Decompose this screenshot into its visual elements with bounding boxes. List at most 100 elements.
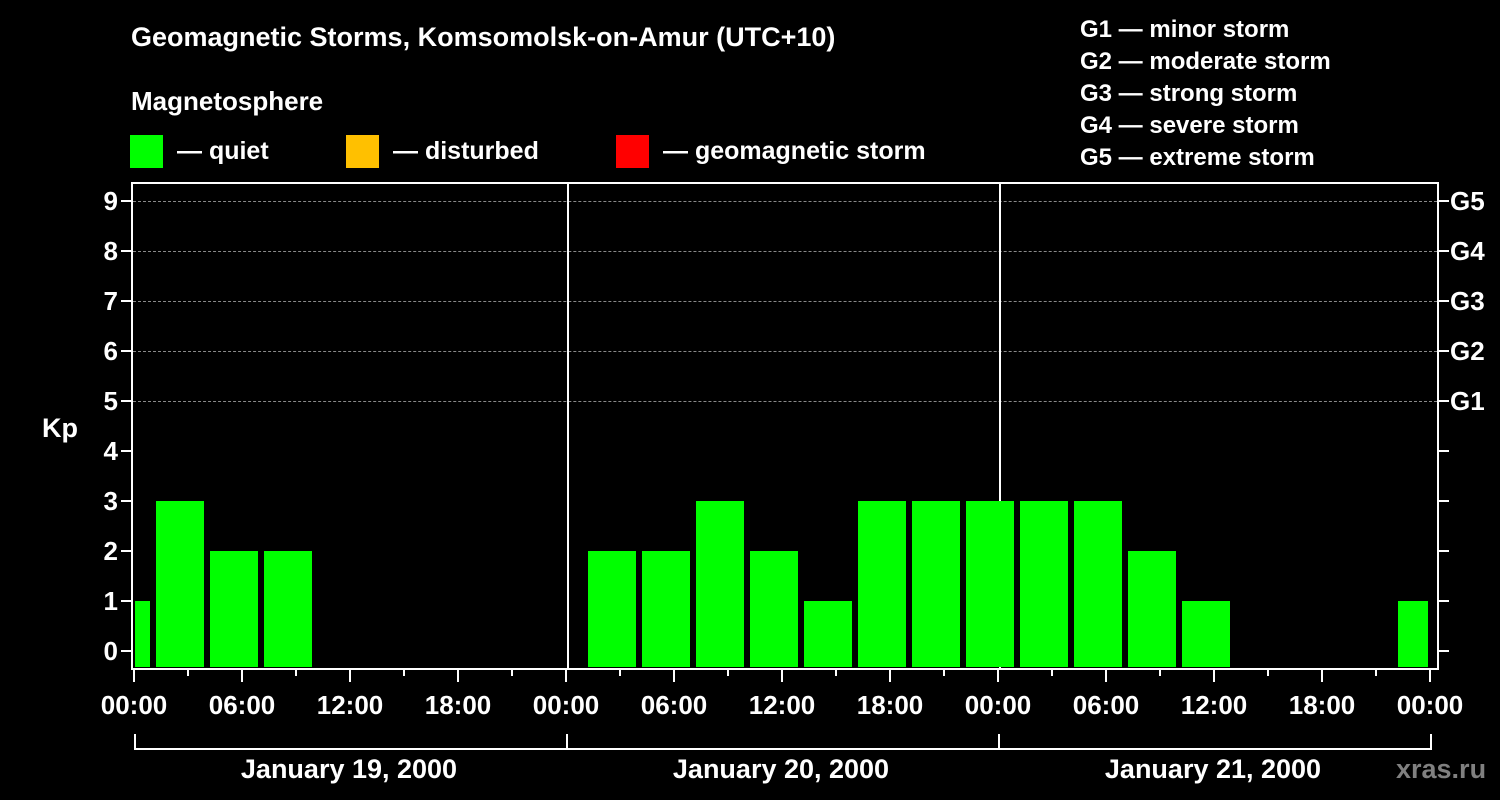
day-label: January 21, 2000: [1104, 754, 1322, 784]
gridline: [133, 201, 1437, 202]
day-bracket: [998, 734, 1432, 750]
y-tick-right: [1437, 200, 1449, 202]
y-tick-right: [1437, 400, 1449, 402]
plot-area: [131, 182, 1439, 670]
kp-bar: [1182, 601, 1230, 667]
y-tick-label: 7: [103, 286, 118, 316]
x-tick-label: 12:00: [748, 690, 816, 720]
x-tick: [1051, 668, 1053, 676]
kp-bar: [858, 501, 906, 667]
legend-swatch: [130, 135, 163, 168]
day-separator: [999, 182, 1001, 668]
y-tick-right: [1437, 250, 1449, 252]
kp-bar: [750, 551, 798, 667]
x-tick: [133, 668, 135, 682]
x-tick: [241, 668, 243, 682]
x-tick: [1213, 668, 1215, 682]
y-tick-right: [1437, 650, 1449, 652]
x-tick-label: 00:00: [100, 690, 168, 720]
x-tick: [511, 668, 513, 676]
x-tick: [619, 668, 621, 676]
x-tick-label: 18:00: [424, 690, 492, 720]
y-tick-label: 0: [103, 636, 118, 666]
day-bracket: [566, 734, 1000, 750]
y-tick-label: 5: [103, 386, 118, 416]
y-tick-label: 6: [103, 336, 118, 366]
x-tick-label: 06:00: [208, 690, 276, 720]
kp-bar: [588, 551, 636, 667]
x-tick: [943, 668, 945, 676]
g-scale-item: G1 — minor storm: [1080, 16, 1290, 43]
legend-item: — geomagnetic storm: [616, 135, 926, 168]
legend-item: — quiet: [130, 135, 269, 168]
y-tick-label: 3: [103, 486, 118, 516]
x-tick: [457, 668, 459, 682]
y-tick-label: 1: [103, 586, 118, 616]
y-axis-label: Kp: [42, 413, 78, 443]
x-tick: [565, 668, 567, 682]
legend-label: — quiet: [177, 137, 269, 165]
x-tick: [403, 668, 405, 676]
gridline: [133, 351, 1437, 352]
x-tick: [1375, 668, 1377, 676]
y-tick-label: 9: [103, 186, 118, 216]
day-label: January 19, 2000: [240, 754, 458, 784]
kp-bar: [696, 501, 744, 667]
y-tick: [121, 250, 133, 252]
x-tick: [673, 668, 675, 682]
x-tick-label: 06:00: [640, 690, 708, 720]
x-tick: [1159, 668, 1161, 676]
watermark: xras.ru: [1396, 754, 1487, 784]
y-tick: [121, 550, 133, 552]
kp-bar: [156, 501, 204, 667]
x-tick-label: 18:00: [856, 690, 924, 720]
kp-bar: [804, 601, 852, 667]
x-tick: [997, 668, 999, 682]
y-tick: [121, 500, 133, 502]
x-tick: [1321, 668, 1323, 682]
legend-item: — disturbed: [346, 135, 539, 168]
kp-bar: [135, 601, 150, 667]
kp-bar: [1020, 501, 1068, 667]
y-tick: [121, 600, 133, 602]
y-tick-right: [1437, 450, 1449, 452]
kp-bar: [642, 551, 690, 667]
day-separator: [567, 182, 569, 668]
x-tick: [1429, 668, 1431, 682]
kp-bar: [1398, 601, 1428, 667]
x-tick: [349, 668, 351, 682]
x-tick: [835, 668, 837, 676]
x-tick-label: 12:00: [316, 690, 384, 720]
g-scale-item: G5 — extreme storm: [1080, 144, 1315, 171]
kp-bar: [1128, 551, 1176, 667]
x-tick: [1267, 668, 1269, 676]
g-scale-item: G3 — strong storm: [1080, 80, 1298, 107]
gridline: [133, 401, 1437, 402]
g-level-label: G3: [1450, 286, 1485, 316]
x-tick: [781, 668, 783, 682]
y-tick-right: [1437, 600, 1449, 602]
g-level-label: G4: [1450, 236, 1485, 266]
chart-subtitle: Magnetosphere: [131, 86, 324, 116]
g-level-label: G2: [1450, 336, 1485, 366]
x-tick-label: 12:00: [1180, 690, 1248, 720]
y-tick-label: 4: [103, 436, 118, 466]
g-level-label: G5: [1450, 186, 1485, 216]
x-tick-label: 00:00: [532, 690, 600, 720]
g-scale-item: G2 — moderate storm: [1080, 48, 1331, 75]
x-tick: [187, 668, 189, 676]
x-tick-label: 06:00: [1072, 690, 1140, 720]
gridline: [133, 251, 1437, 252]
kp-bar: [966, 501, 1014, 667]
chart-title: Geomagnetic Storms, Komsomolsk-on-Amur (…: [131, 22, 836, 52]
y-tick: [121, 200, 133, 202]
kp-bar: [1074, 501, 1122, 667]
x-tick: [1105, 668, 1107, 682]
y-tick-right: [1437, 300, 1449, 302]
x-tick: [295, 668, 297, 676]
x-tick-label: 00:00: [964, 690, 1032, 720]
gridline: [133, 301, 1437, 302]
g-scale-item: G4 — severe storm: [1080, 112, 1299, 139]
y-tick: [121, 450, 133, 452]
legend-label: — disturbed: [393, 137, 539, 165]
